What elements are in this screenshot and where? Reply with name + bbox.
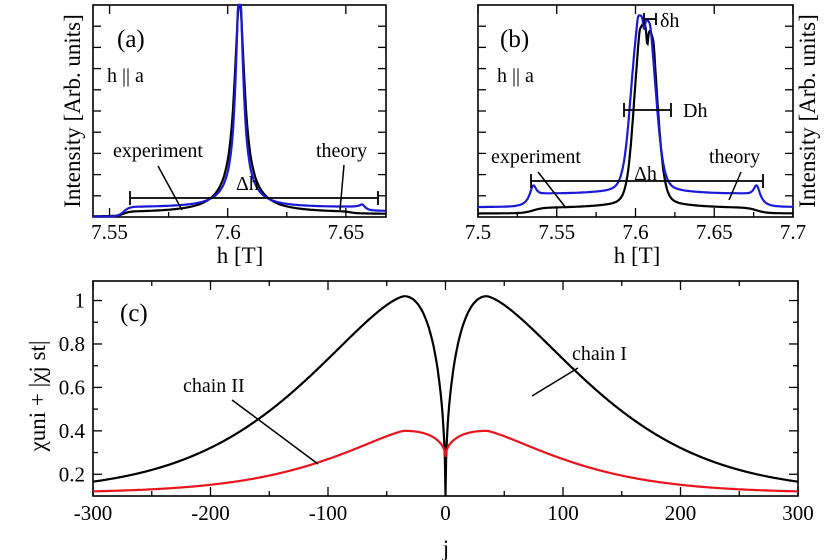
panel-a-ylabel: Intensity [Arb. units] bbox=[60, 14, 85, 208]
panel-c-ylabel-text: χuni + |χj st| bbox=[25, 341, 50, 453]
panel-c-ylabel: χuni + |χj st| bbox=[25, 341, 50, 453]
panel-c-ytick-label: 0.2 bbox=[59, 462, 85, 486]
panel-a-xtick-label: 7.6 bbox=[215, 220, 241, 244]
panel-c-xlabel: j bbox=[442, 536, 449, 560]
panel-a-label: (a) bbox=[117, 26, 145, 53]
panel-a-field-label: h || a bbox=[107, 65, 144, 87]
panel-b-field-label: h || a bbox=[497, 65, 534, 87]
panel-b-xtick-label: 7.6 bbox=[622, 220, 648, 244]
panel-a-theory-leader bbox=[339, 164, 345, 211]
panel-b-xtick-label: 7.65 bbox=[696, 220, 733, 244]
panel-b-xtick-label: 7.55 bbox=[538, 220, 575, 244]
panel-c-chain2-leader bbox=[231, 399, 319, 465]
panel-b-theory-curve bbox=[478, 14, 793, 209]
panel-c-chain1-leader bbox=[531, 367, 579, 397]
panel-b-experiment-curve bbox=[478, 22, 793, 215]
panel-b-theory-leader bbox=[728, 171, 742, 201]
panel-a-experiment-leader bbox=[157, 165, 183, 211]
panel-a-xlabel: h [T] bbox=[217, 243, 264, 268]
panel-a-width-label: Δh bbox=[236, 173, 259, 195]
panel-b-dh-label: Dh bbox=[683, 100, 707, 122]
panel-a-experiment-label: experiment bbox=[113, 140, 203, 162]
panel-a-theory-label: theory bbox=[316, 140, 367, 162]
panel-c-ytick-label: 0.8 bbox=[59, 332, 85, 356]
panel-c-xtick-label: 100 bbox=[547, 501, 579, 525]
panel-c-xtick-label: 300 bbox=[782, 501, 814, 525]
panel-c-xtick-label: -300 bbox=[74, 501, 113, 525]
panel-c-xtick-label: -100 bbox=[309, 501, 348, 525]
panel-c-xtick-label: -200 bbox=[191, 501, 230, 525]
panel-a: 7.55 7.6 7.65 Δh (a) h || a experiment the… bbox=[60, 3, 387, 268]
panel-b-splitting-label: δh bbox=[660, 10, 679, 32]
panel-a-xtick-label: 7.65 bbox=[327, 220, 364, 244]
panel-c-chain1-label: chain I bbox=[572, 343, 627, 365]
panel-b-width-label: Δh bbox=[634, 163, 657, 185]
panel-b-xtick-label: 7.7 bbox=[780, 220, 806, 244]
panel-a-xtick-label: 7.55 bbox=[91, 220, 128, 244]
panel-b-ylabel: Intensity [Arb. units] bbox=[795, 14, 820, 208]
panel-b-label: (b) bbox=[500, 26, 529, 53]
panel-b-theory-label: theory bbox=[709, 146, 760, 168]
panel-b-xtick-label: 7.5 bbox=[465, 220, 491, 244]
panel-c-chain2-curve bbox=[92, 429, 799, 493]
panel-a-theory-curve bbox=[93, 3, 386, 218]
panel-c-ytick-label: 0.4 bbox=[59, 419, 86, 443]
panel-c-chain1-curve bbox=[92, 295, 799, 497]
panel-b-experiment-label: experiment bbox=[491, 146, 581, 168]
panel-c-label: (c) bbox=[120, 300, 148, 327]
panel-b-xlabel: h [T] bbox=[614, 243, 661, 268]
panel-c-chain2-label: chain II bbox=[183, 375, 245, 397]
panel-c-ytick-label: 0.6 bbox=[59, 375, 85, 399]
panel-c-ytick-label: 1 bbox=[75, 289, 86, 313]
panel-c-xtick-label: 200 bbox=[665, 501, 697, 525]
panel-b: 7.5 7.55 7.6 7.65 7.7 Δh Dh δh (b) h || a ex… bbox=[465, 4, 820, 268]
panel-b-experiment-leader bbox=[537, 171, 567, 209]
panel-c-xtick-label: 0 bbox=[440, 501, 451, 525]
